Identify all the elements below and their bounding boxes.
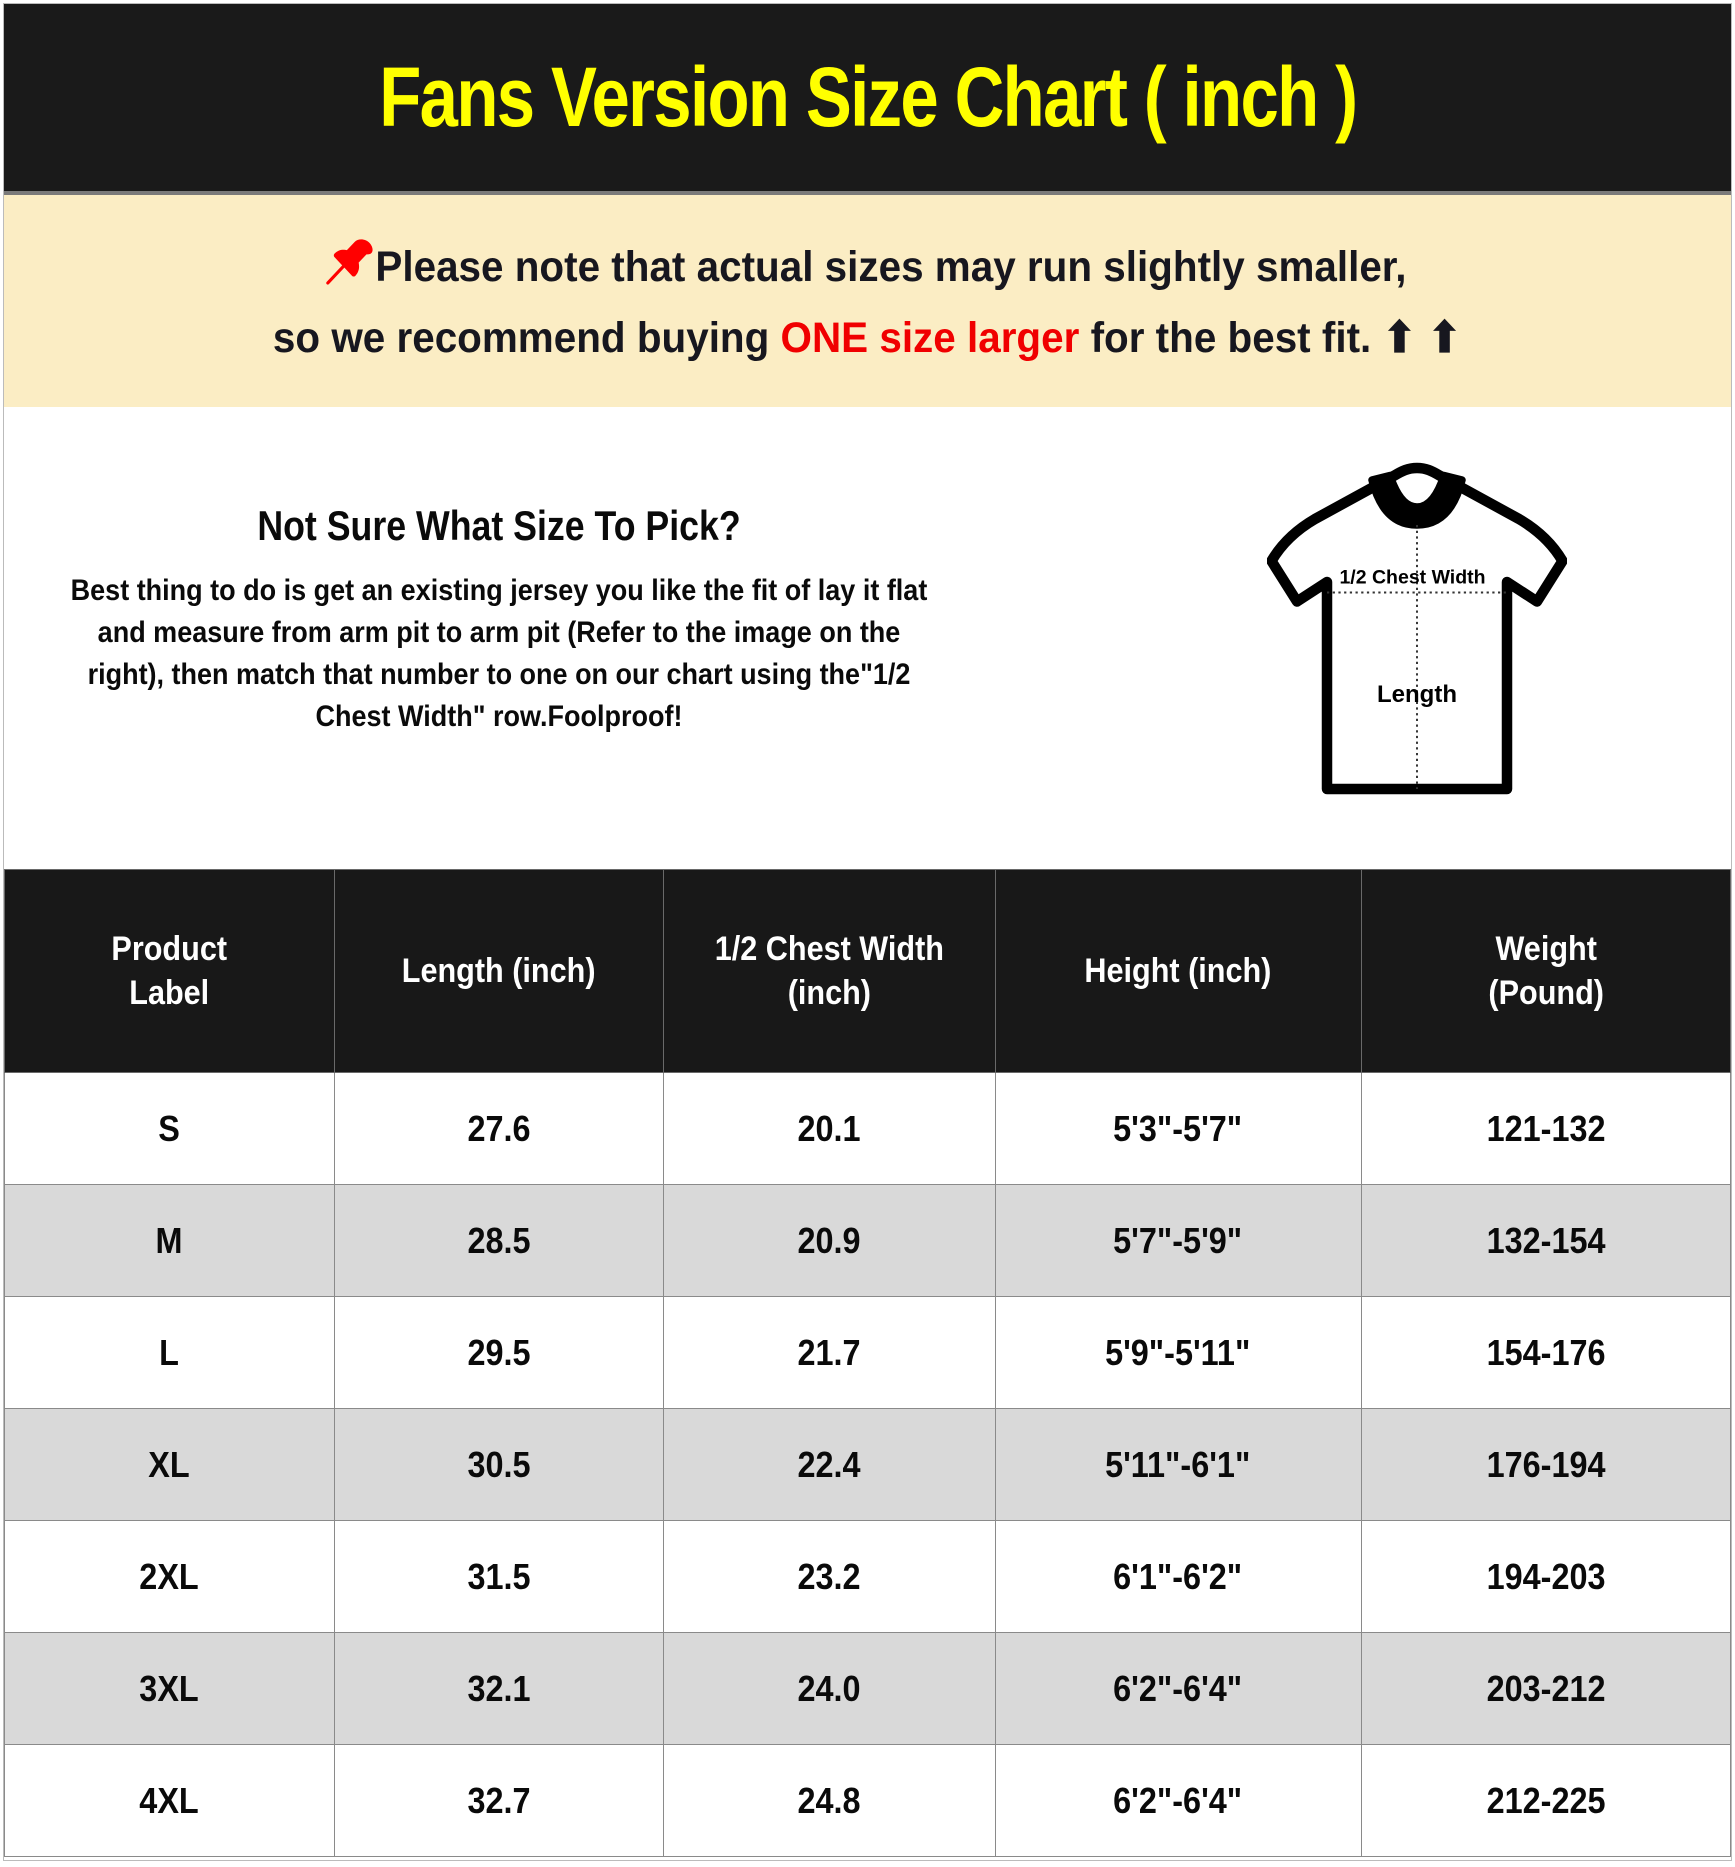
svg-text:1/2 Chest Width: 1/2 Chest Width bbox=[1339, 567, 1485, 589]
svg-text:Length: Length bbox=[1377, 681, 1457, 708]
